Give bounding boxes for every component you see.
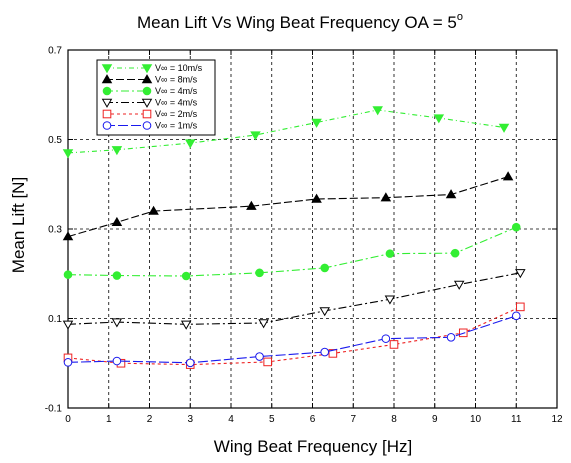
series-3-point-3 (258, 319, 269, 329)
series-line-0 (67, 109, 505, 154)
legend-marker-left-1 (101, 74, 113, 84)
y-tick-label-2: 0.3 (48, 225, 62, 236)
series-2-point-5 (385, 249, 395, 258)
legend-label-4: V∞ = 2m/s (155, 109, 198, 119)
x-tick-label-1: 1 (106, 414, 112, 425)
series-5-point-2 (185, 358, 195, 368)
y-tick-label-1: 0.1 (48, 314, 62, 325)
legend-marker-left-4 (102, 109, 112, 119)
x-tick-label-3: 3 (187, 414, 193, 425)
series-2-point-7 (511, 222, 521, 232)
legend-marker-left-0 (101, 64, 113, 74)
series-3-point-5 (384, 295, 396, 305)
series-4-point-4 (328, 349, 338, 358)
legend-label-5: V∞ = 1m/s (155, 121, 198, 131)
series-line-2 (67, 226, 517, 277)
legend-label-0: V∞ = 10m/s (155, 63, 203, 73)
series-5-point-6 (446, 332, 456, 342)
series-2-point-2 (181, 271, 191, 281)
legend-marker-right-4 (142, 109, 152, 119)
series-2-point-6 (450, 248, 460, 258)
series-0-point-7 (498, 123, 510, 133)
y-tick-label-0: -0.1 (45, 404, 63, 415)
legend-marker-right-1 (141, 74, 153, 84)
series-3-point-7 (515, 269, 526, 279)
series-2-point-1 (112, 271, 122, 280)
y-tick-label-3: 0.5 (48, 135, 62, 146)
series-1-point-6 (445, 189, 457, 199)
legend-marker-right-2 (142, 86, 152, 96)
series-5-point-3 (255, 352, 264, 361)
chart-title-superscript: o (457, 11, 463, 23)
series-0-point-0 (62, 149, 74, 159)
series-4-point-5 (389, 340, 399, 349)
x-tick-label-9: 9 (432, 414, 438, 425)
series-5-point-5 (381, 334, 391, 343)
series-4-point-3 (263, 357, 272, 367)
series-2-point-3 (255, 268, 264, 278)
x-tick-label-2: 2 (147, 414, 153, 425)
series-5-point-4 (320, 347, 330, 357)
series-5-point-0 (63, 358, 73, 367)
series-2-point-4 (320, 263, 330, 273)
x-tick-label-5: 5 (269, 414, 275, 425)
chart-title: Mean Lift Vs Wing Beat Frequency OA = 5o (137, 11, 463, 32)
series-0-point-5 (372, 106, 383, 116)
x-tick-label-8: 8 (391, 414, 397, 425)
legend-label-3: V∞ = 4m/s (155, 98, 198, 108)
series-line-1 (67, 176, 509, 238)
legend: V∞ = 10m/sV∞ = 8m/sV∞ = 4m/sV∞ = 4m/sV∞ … (96, 59, 216, 136)
series-3-point-6 (453, 280, 465, 290)
legend-marker-right-5 (142, 121, 152, 130)
legend-label-1: V∞ = 8m/s (155, 75, 198, 85)
legend-label-2: V∞ = 4m/s (155, 86, 198, 96)
series-line-3 (67, 272, 521, 325)
y-axis-title: Mean Lift [N] (9, 177, 28, 273)
series-0-point-3 (250, 131, 261, 141)
series-1-point-2 (148, 205, 159, 215)
series-1-point-7 (502, 171, 514, 181)
series-5-point-1 (112, 356, 122, 366)
series-5-point-7 (511, 311, 521, 321)
series-3-point-2 (180, 320, 192, 330)
legend-marker-left-2 (102, 86, 112, 96)
series-1-point-3 (246, 200, 257, 210)
x-tick-label-12: 12 (551, 414, 563, 425)
x-tick-label-4: 4 (228, 414, 234, 425)
series-line-5 (67, 315, 517, 364)
x-axis-title: Wing Beat Frequency [Hz] (214, 437, 412, 456)
series-0-point-1 (111, 146, 123, 156)
series-4-point-7 (516, 302, 525, 312)
chart-title-text: Mean Lift Vs Wing Beat Frequency OA = 5 (137, 13, 457, 32)
y-tick-label-4: 0.7 (48, 46, 62, 57)
x-tick-label-10: 10 (470, 414, 482, 425)
series-0-point-2 (184, 139, 196, 149)
series-0-point-4 (311, 118, 322, 128)
legend-marker-left-3 (101, 98, 113, 108)
x-tick-label-6: 6 (310, 414, 316, 425)
series-1-point-4 (311, 193, 322, 203)
legend-box (96, 59, 216, 136)
legend-marker-right-0 (141, 64, 153, 74)
series-3-point-4 (319, 307, 330, 317)
x-tick-label-11: 11 (511, 414, 522, 425)
series-1-point-5 (380, 192, 392, 202)
series-1-point-0 (62, 231, 74, 241)
series-0-point-6 (433, 114, 445, 124)
series-2-point-0 (63, 270, 73, 279)
x-tick-label-7: 7 (350, 414, 356, 425)
legend-marker-left-5 (102, 121, 112, 130)
legend-marker-right-3 (141, 98, 153, 108)
series-1-point-1 (111, 216, 123, 226)
series-3-point-1 (111, 318, 123, 328)
x-tick-label-0: 0 (65, 414, 71, 425)
plot-area: 0 1 2 3 4 5 6 7 8 9 10 11 12-0.10.10.30.50.7 (45, 46, 563, 426)
series-3-point-0 (62, 320, 74, 330)
